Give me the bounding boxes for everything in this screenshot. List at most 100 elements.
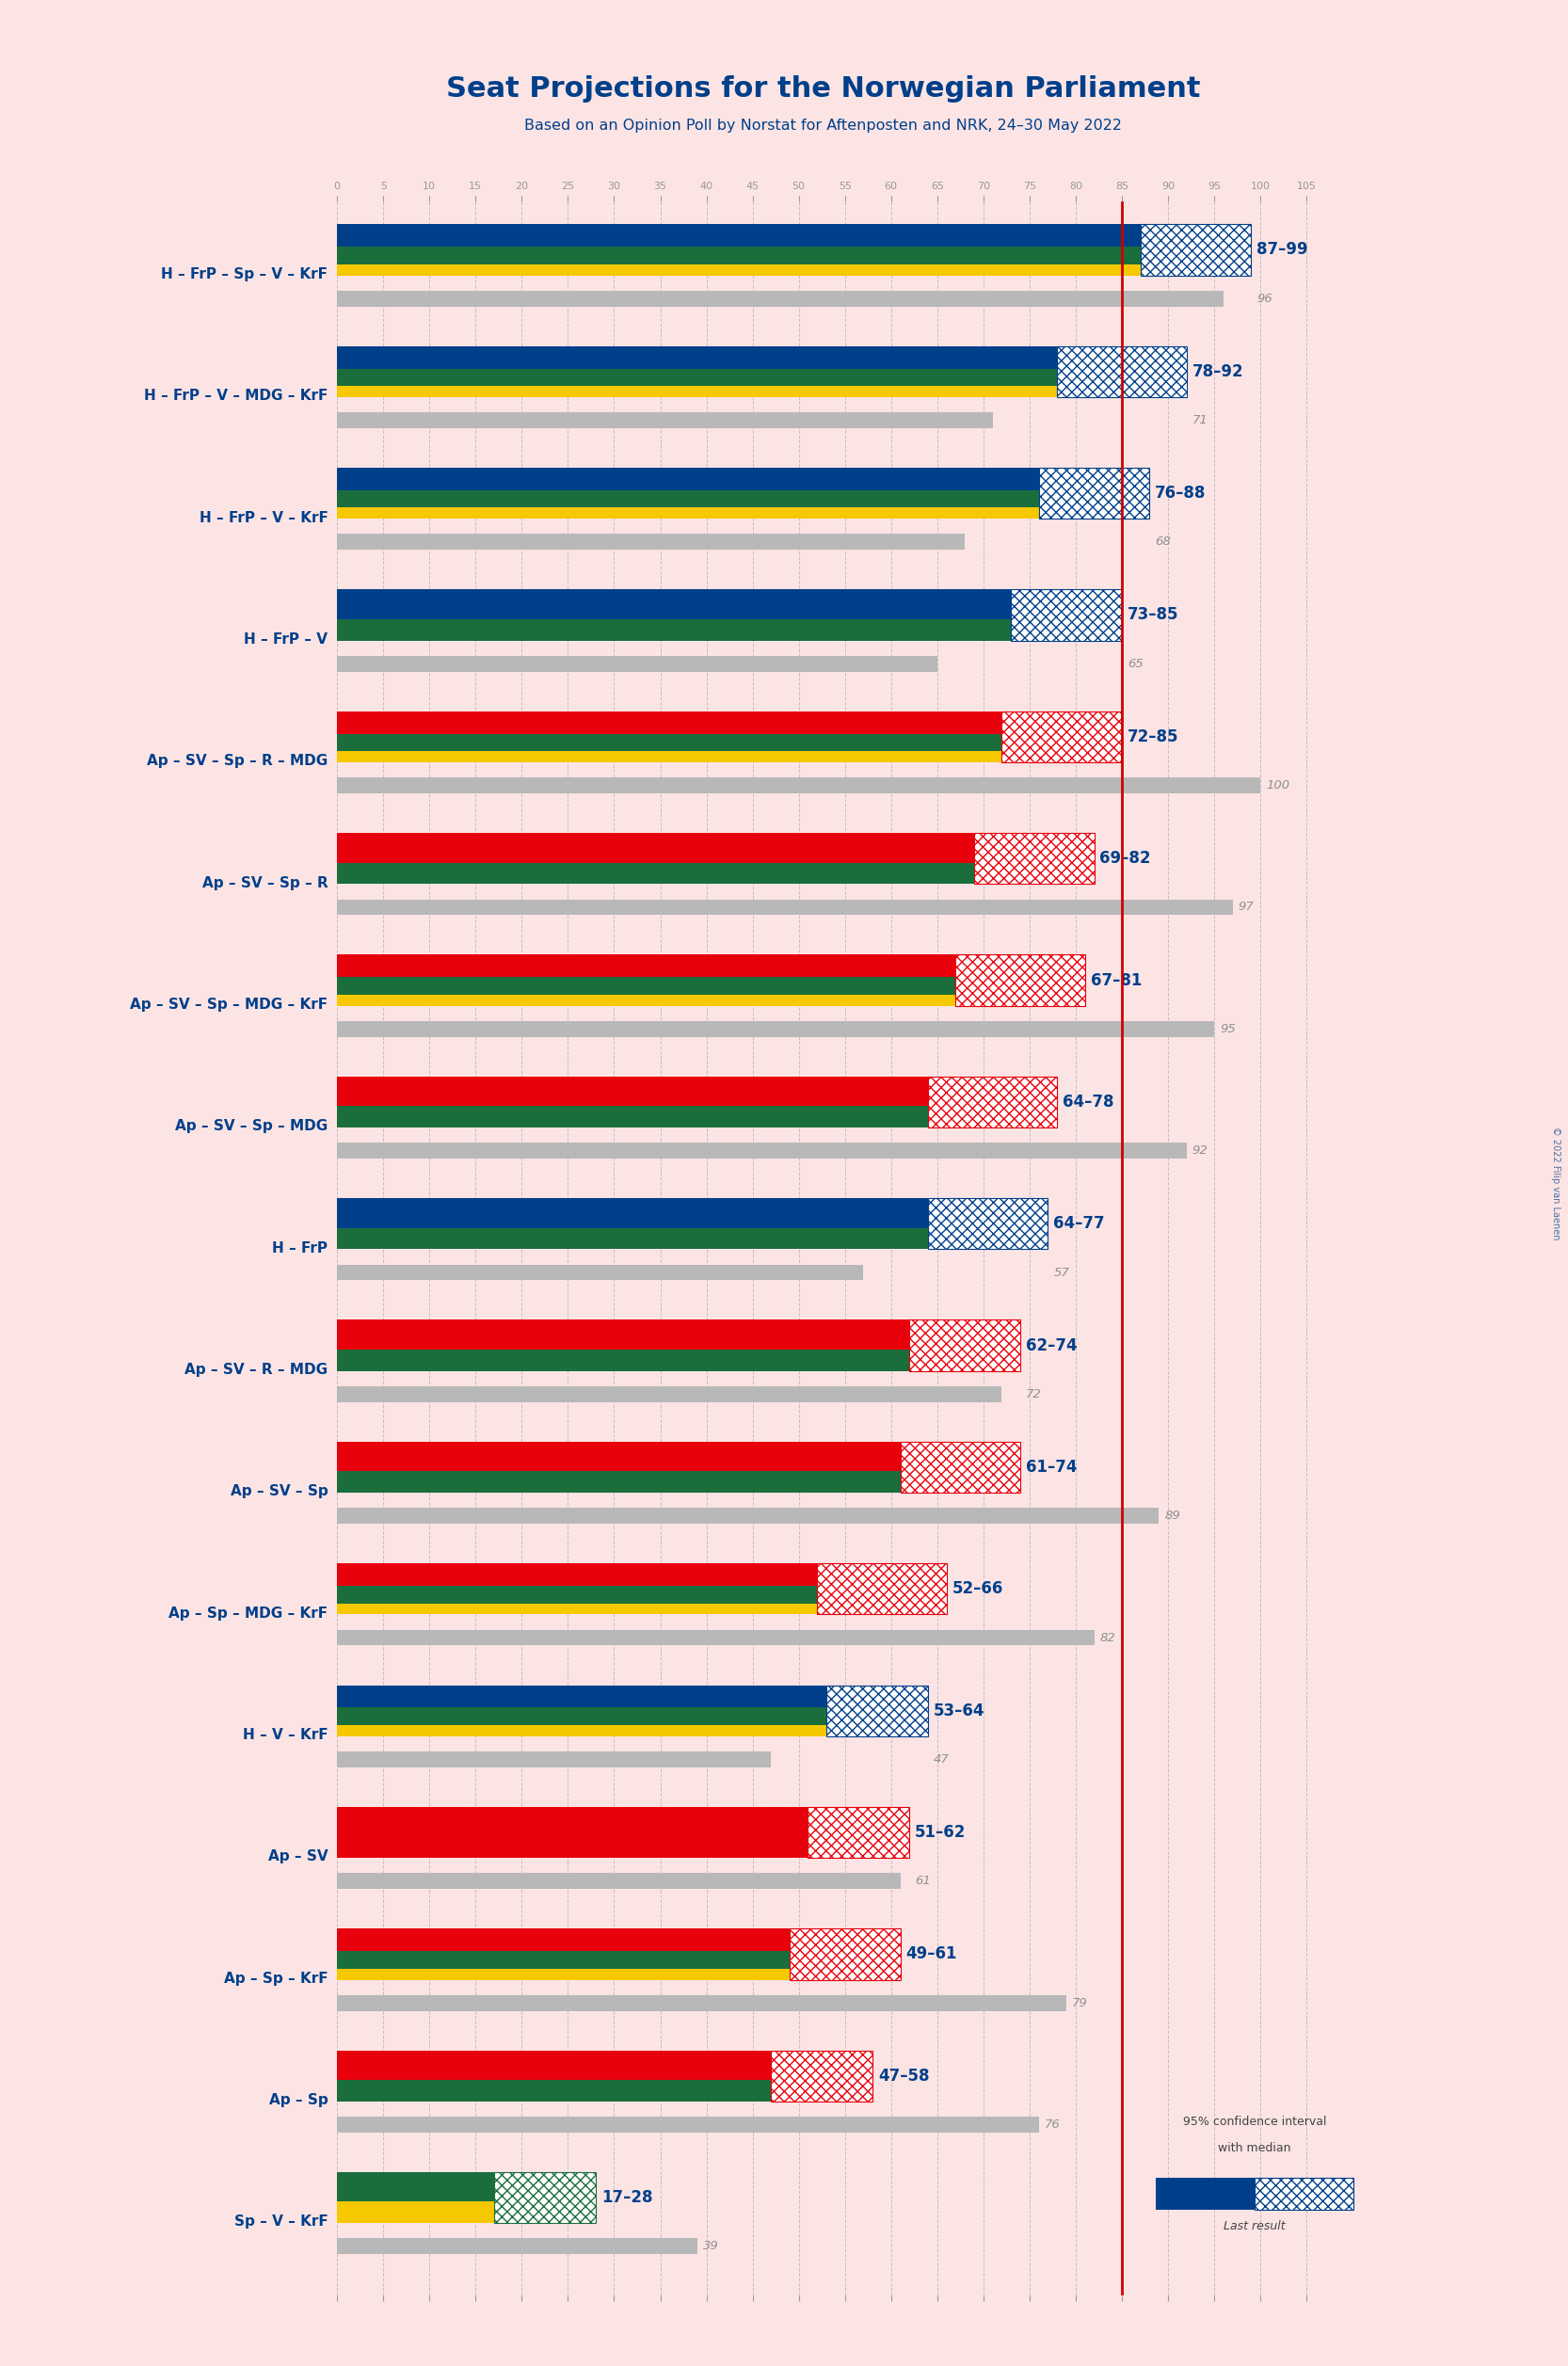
Bar — [337, 1969, 790, 1980]
Bar — [1002, 712, 1121, 762]
Bar — [817, 1564, 947, 1614]
Bar — [955, 953, 1085, 1006]
Bar — [337, 1585, 817, 1604]
Text: 72–85: 72–85 — [1127, 729, 1179, 745]
Bar — [974, 833, 1094, 885]
Bar — [337, 994, 955, 1006]
Text: 96: 96 — [1256, 293, 1272, 305]
Text: H – V – KrF: H – V – KrF — [243, 1727, 328, 1741]
Bar — [337, 864, 974, 885]
Text: 100: 100 — [1265, 778, 1289, 793]
Text: 87–99: 87–99 — [1256, 241, 1308, 258]
Bar — [337, 468, 1038, 490]
Text: H – FrP – V – KrF: H – FrP – V – KrF — [199, 511, 328, 525]
Text: 76: 76 — [1044, 2118, 1060, 2132]
Text: H – FrP – V – MDG – KrF: H – FrP – V – MDG – KrF — [144, 388, 328, 402]
Bar — [826, 1685, 928, 1737]
Bar — [1011, 589, 1121, 641]
Bar — [337, 1320, 909, 1349]
Bar — [1140, 225, 1251, 274]
Text: Ap – Sp – KrF: Ap – Sp – KrF — [224, 1971, 328, 1985]
Bar — [337, 1928, 790, 1952]
Bar — [771, 2051, 872, 2101]
Bar — [337, 246, 1140, 265]
Bar — [337, 1604, 817, 1614]
Bar — [826, 1685, 928, 1737]
Text: with median: with median — [1218, 2141, 1290, 2153]
Bar — [337, 620, 1011, 641]
Text: 53–64: 53–64 — [933, 1701, 985, 1720]
Text: 73–85: 73–85 — [1127, 606, 1179, 625]
Bar — [337, 1386, 1002, 1403]
Bar — [337, 1441, 900, 1472]
Text: Ap – Sp: Ap – Sp — [268, 2094, 328, 2108]
Text: 64–78: 64–78 — [1063, 1093, 1113, 1110]
Bar — [337, 369, 1057, 386]
Bar — [337, 535, 964, 549]
Bar — [337, 1708, 826, 1725]
Text: 68: 68 — [1156, 535, 1171, 549]
Text: H – FrP – V: H – FrP – V — [245, 632, 328, 646]
Bar — [909, 1320, 1021, 1370]
Bar — [1140, 225, 1251, 274]
Bar — [337, 1472, 900, 1493]
Text: Ap – SV – Sp – MDG: Ap – SV – Sp – MDG — [176, 1119, 328, 1133]
Bar — [1038, 468, 1149, 518]
Bar — [955, 953, 1085, 1006]
Text: 64–77: 64–77 — [1054, 1216, 1105, 1233]
Bar — [337, 1143, 1187, 1159]
Bar — [337, 2051, 771, 2080]
Bar — [337, 833, 974, 864]
Bar — [337, 1751, 771, 1767]
Text: 82: 82 — [1099, 1633, 1115, 1644]
Bar — [337, 1564, 817, 1585]
Text: 69–82: 69–82 — [1099, 849, 1151, 866]
Bar — [337, 712, 1002, 733]
Bar — [494, 2172, 596, 2224]
Bar — [337, 386, 1057, 397]
Text: 95% confidence interval: 95% confidence interval — [1182, 2115, 1327, 2127]
Text: 61–74: 61–74 — [1025, 1460, 1077, 1476]
Bar — [337, 1197, 928, 1228]
Text: 52–66: 52–66 — [952, 1580, 1004, 1597]
Bar — [1011, 589, 1121, 641]
Bar — [337, 1808, 808, 1857]
Text: 78–92: 78–92 — [1192, 362, 1243, 381]
Bar — [808, 1808, 909, 1857]
Text: 95: 95 — [1220, 1022, 1236, 1034]
Bar — [337, 490, 1038, 509]
Text: 92: 92 — [1192, 1145, 1207, 1157]
Text: H – FrP – Sp – V – KrF: H – FrP – Sp – V – KrF — [162, 267, 328, 282]
Bar — [928, 1197, 1047, 1249]
Bar — [808, 1808, 909, 1857]
Bar — [337, 1228, 928, 1249]
Bar — [928, 1077, 1057, 1129]
Bar — [337, 291, 1223, 308]
Bar — [337, 977, 955, 994]
Bar — [1156, 2177, 1254, 2210]
Bar — [337, 655, 938, 672]
Bar — [337, 1105, 928, 1129]
Bar — [337, 2238, 698, 2255]
Text: H – FrP: H – FrP — [273, 1242, 328, 1254]
Text: 17–28: 17–28 — [601, 2189, 652, 2205]
Bar — [337, 2203, 494, 2224]
Text: 61: 61 — [916, 1874, 931, 1888]
Bar — [1038, 468, 1149, 518]
Text: Sp – V – KrF: Sp – V – KrF — [234, 2215, 328, 2229]
Text: Seat Projections for the Norwegian Parliament: Seat Projections for the Norwegian Parli… — [445, 76, 1201, 104]
Text: 72: 72 — [1025, 1389, 1041, 1401]
Bar — [337, 509, 1038, 518]
Bar — [337, 1507, 1159, 1524]
Bar — [909, 1320, 1021, 1370]
Bar — [1057, 345, 1187, 397]
Bar — [337, 953, 955, 977]
Bar — [337, 2172, 494, 2203]
Bar — [337, 899, 1232, 916]
Text: Ap – SV – R – MDG: Ap – SV – R – MDG — [185, 1363, 328, 1377]
Bar — [337, 2080, 771, 2101]
Bar — [337, 1685, 826, 1708]
Bar — [337, 225, 1140, 246]
Text: 65: 65 — [1127, 658, 1143, 670]
Bar — [337, 1349, 909, 1370]
